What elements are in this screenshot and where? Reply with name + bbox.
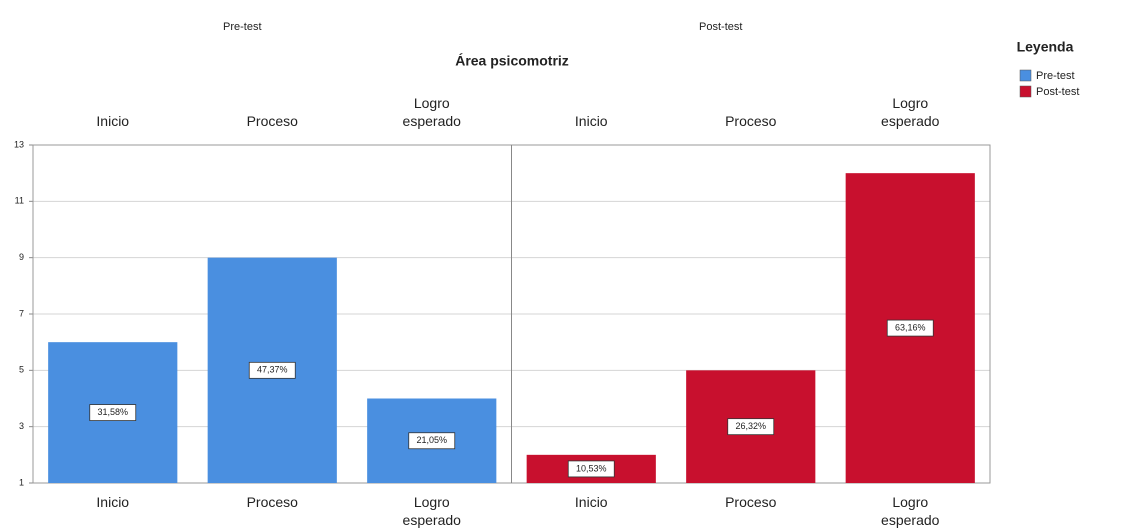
legend-swatch — [1019, 85, 1032, 98]
value-label: 26,32% — [735, 421, 766, 431]
x-category-label: Inicio — [96, 494, 129, 510]
legend-label: Post-test — [1036, 86, 1079, 98]
x-category-label-top: Logro esperado — [881, 95, 940, 129]
y-tick-label: 11 — [15, 196, 24, 206]
y-tick-label: 5 — [19, 365, 24, 375]
value-label-box — [567, 460, 615, 478]
x-category-label: Proceso — [247, 494, 299, 510]
x-category-label: Logro esperado — [881, 494, 940, 528]
legend-label: Pre-test — [1036, 70, 1075, 82]
y-tick-label: 13 — [14, 139, 24, 149]
x-category-label: Proceso — [725, 494, 777, 510]
y-tick-label: 9 — [19, 252, 24, 262]
panel-title: Pre-test — [223, 21, 262, 33]
x-category-label-top: Proceso — [725, 113, 777, 129]
x-category-label-top: Inicio — [96, 113, 129, 129]
value-label: 31,58% — [97, 407, 128, 417]
x-category-label-top: Proceso — [247, 113, 299, 129]
x-category-label: Logro esperado — [403, 494, 462, 528]
value-label: 63,16% — [895, 322, 926, 332]
value-label-box — [408, 432, 456, 450]
chart-title: Área psicomotriz — [455, 53, 569, 69]
value-label-box — [886, 319, 934, 337]
legend-swatch — [1019, 69, 1032, 82]
x-category-label-top: Inicio — [575, 113, 608, 129]
x-category-label-top: Logro esperado — [403, 95, 462, 129]
value-label-box — [727, 418, 775, 436]
value-label: 10,53% — [576, 463, 607, 473]
legend-title: Leyenda — [1017, 39, 1074, 55]
panel-title: Post-test — [699, 21, 742, 33]
y-tick-label: 7 — [19, 308, 24, 318]
x-category-label: Inicio — [575, 494, 608, 510]
value-label-box — [248, 361, 296, 379]
y-tick-label: 3 — [19, 421, 24, 431]
value-label-box — [89, 404, 137, 421]
value-label: 47,37% — [257, 365, 288, 375]
value-label: 21,05% — [416, 435, 447, 445]
y-tick-label: 1 — [19, 477, 24, 487]
